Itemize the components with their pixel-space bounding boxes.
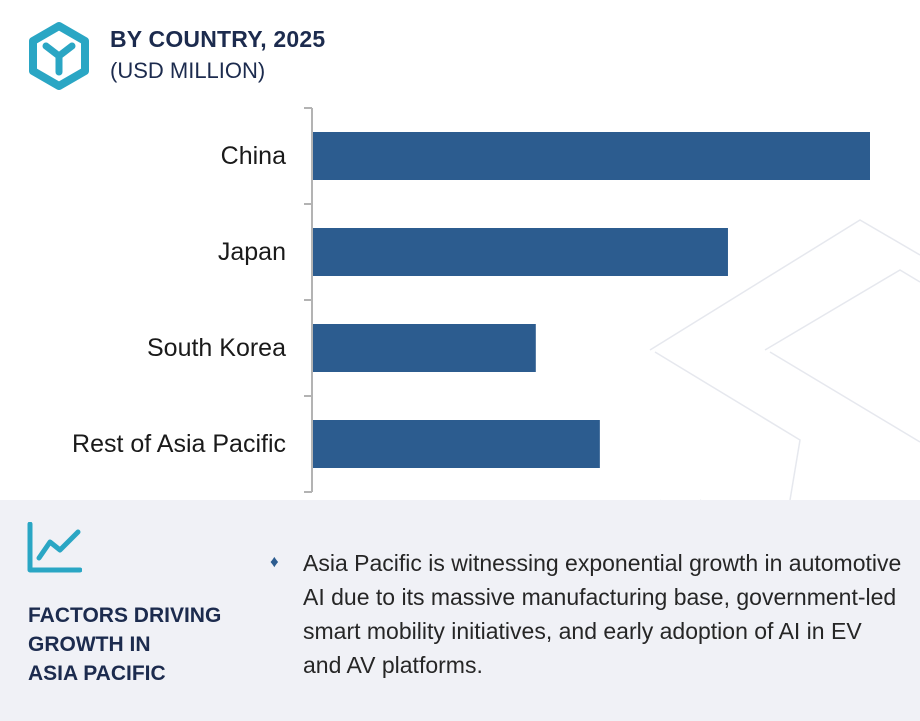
category-labels: China Japan South Korea Rest of Asia Pacifi… bbox=[72, 142, 286, 458]
factors-title-line: FACTORS DRIVING bbox=[28, 604, 222, 627]
bar-chart: China Japan South Korea Rest of Asia Pacifi… bbox=[72, 107, 870, 493]
category-label: South Korea bbox=[147, 334, 286, 362]
factors-title-line: ASIA PACIFIC bbox=[28, 662, 166, 685]
category-label: Japan bbox=[218, 238, 286, 266]
bar-china bbox=[313, 132, 870, 180]
chart-title: BY COUNTRY, 2025 bbox=[110, 26, 326, 52]
category-label: China bbox=[221, 142, 286, 170]
chart-subtitle: (USD MILLION) bbox=[110, 58, 266, 83]
hexagon-y-logo-icon bbox=[29, 22, 89, 90]
factors-panel bbox=[0, 500, 920, 721]
factor-description: Asia Pacific is witnessing exponential g… bbox=[303, 550, 902, 678]
bar-japan bbox=[313, 228, 728, 276]
diamond-bullet-icon: ♦ bbox=[270, 552, 279, 571]
category-label: Rest of Asia Pacific bbox=[72, 430, 286, 458]
factors-title: FACTORS DRIVING GROWTH IN ASIA PACIFIC bbox=[28, 601, 268, 688]
bar-rest-of-asia-pacific bbox=[313, 420, 600, 468]
trend-line-chart-icon bbox=[27, 522, 82, 573]
bar-south-korea bbox=[313, 324, 536, 372]
category-axis bbox=[304, 107, 313, 493]
factors-title-line: GROWTH IN bbox=[28, 633, 151, 656]
bars bbox=[313, 132, 870, 468]
